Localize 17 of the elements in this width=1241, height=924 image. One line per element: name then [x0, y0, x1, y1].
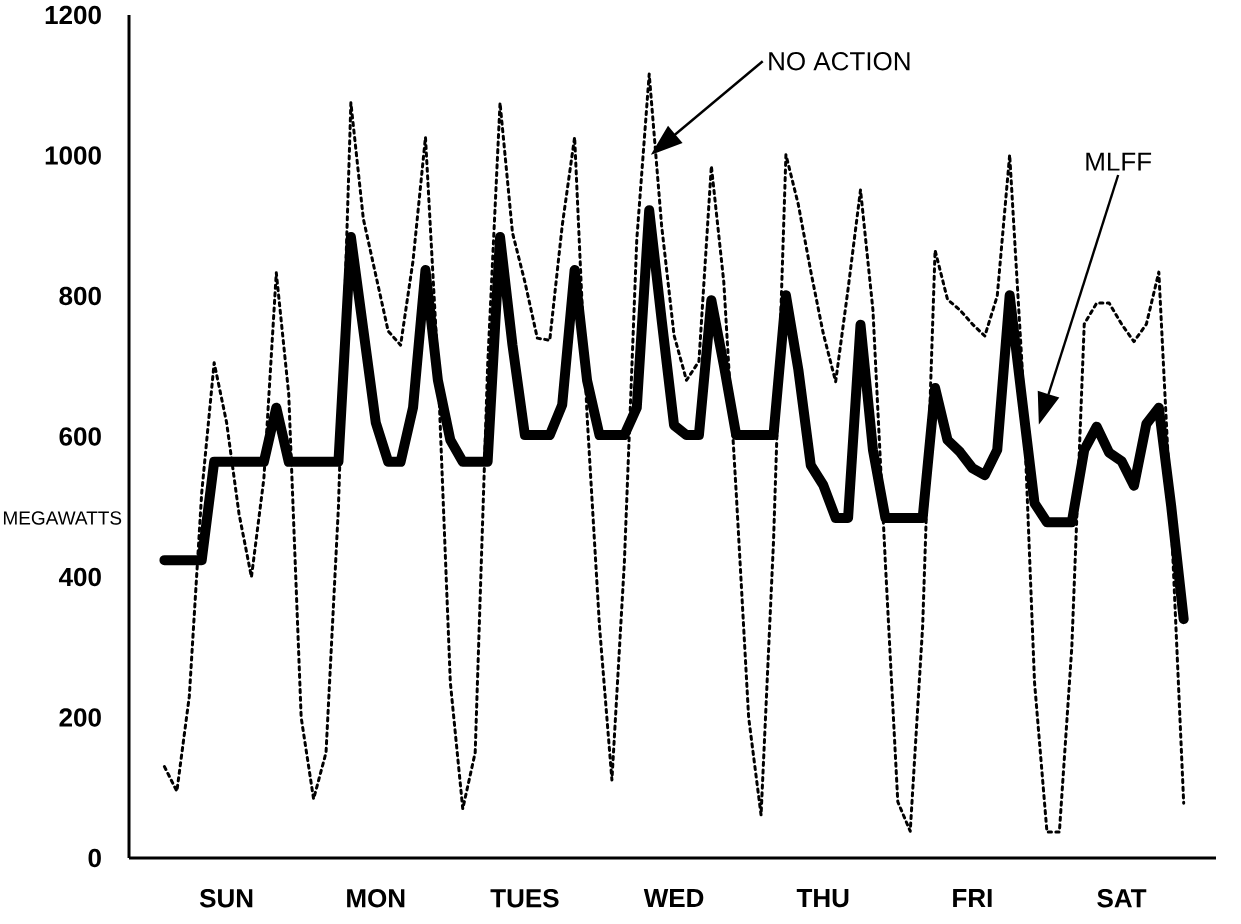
y-tick-label: 0	[88, 848, 101, 868]
y-tick-label: 200	[59, 708, 101, 727]
y-tick-label: 600	[59, 427, 101, 446]
x-tick-label: FRI	[953, 889, 992, 907]
y-tick-label: 400	[58, 567, 101, 587]
y-tick-label: 1200	[45, 5, 101, 25]
x-tick-label: WED	[643, 889, 704, 907]
y-tick-label: 1000	[45, 146, 101, 165]
x-tick-label: MON	[347, 889, 405, 908]
annotation: NO ACTION	[769, 52, 910, 71]
annotation: MLFF	[1086, 152, 1152, 171]
y-tick-label: 800	[59, 286, 101, 306]
x-tick-label: TUES	[490, 889, 559, 908]
x-tick-label: THU	[796, 889, 849, 908]
x-tick-label: SAT	[1097, 889, 1147, 908]
y-axis-title: MEGAWATTS	[3, 511, 122, 525]
x-tick-label: SUN	[199, 889, 253, 908]
